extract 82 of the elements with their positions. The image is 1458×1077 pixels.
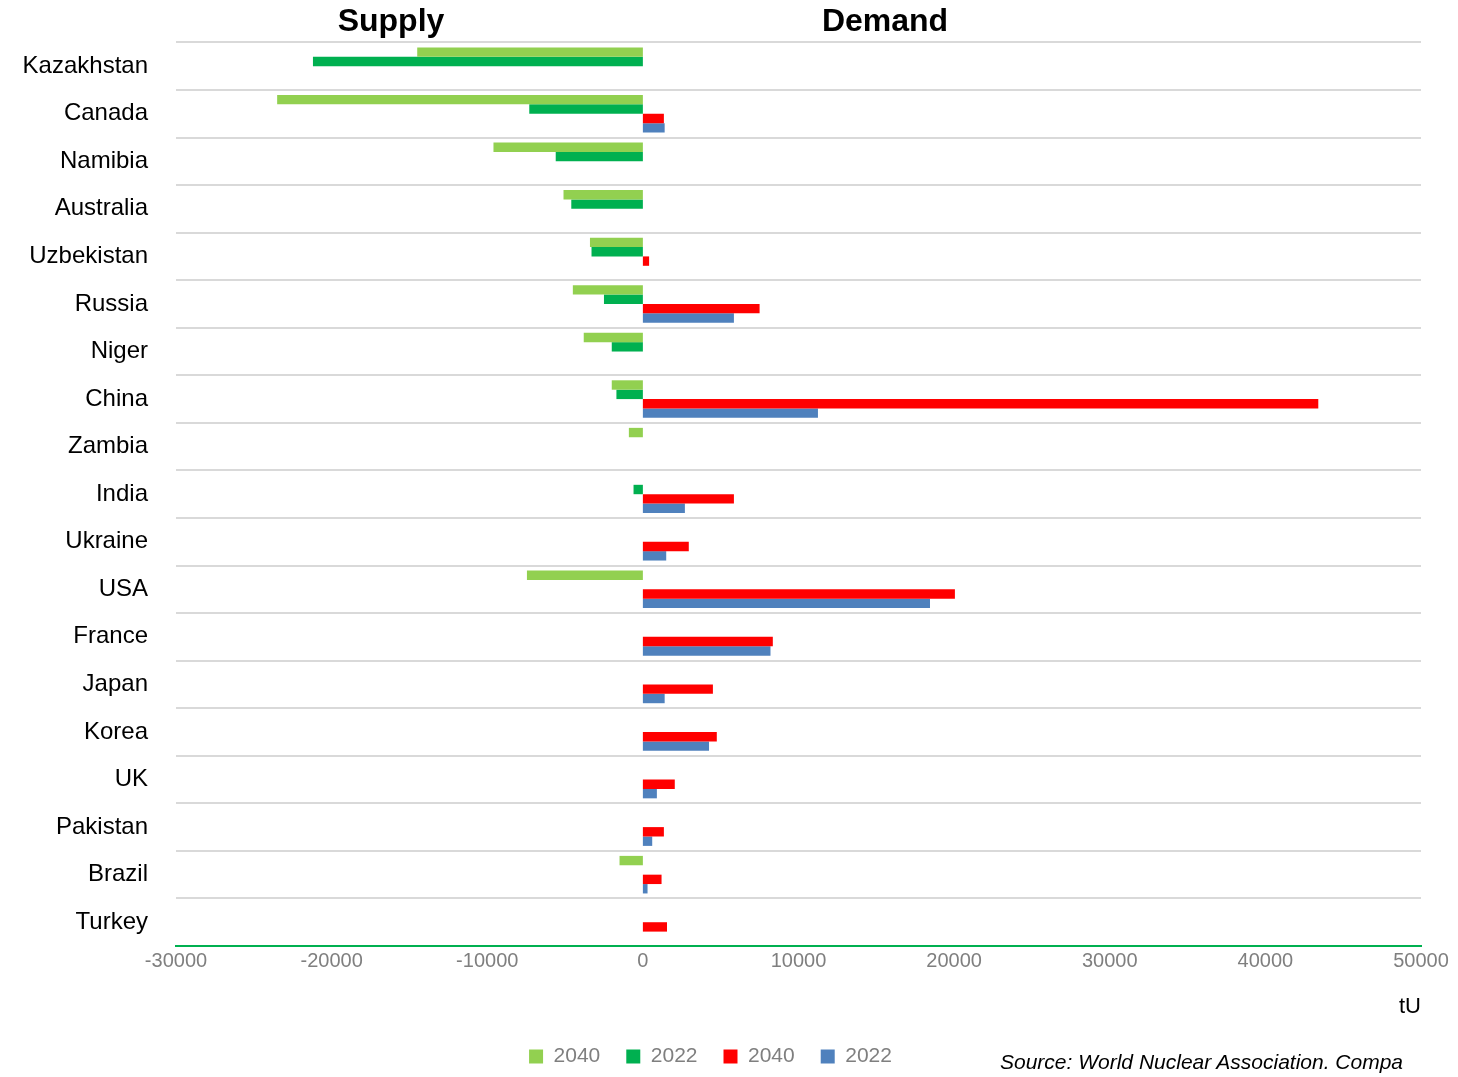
bar (642, 303, 760, 314)
bar (642, 731, 717, 742)
bar (529, 104, 643, 114)
bar (642, 922, 667, 932)
y-tick-label: Japan (82, 669, 148, 697)
y-tick-label: Ukraine (65, 526, 148, 554)
bar (642, 408, 818, 418)
bar (603, 294, 643, 304)
bar (642, 123, 665, 133)
bar (493, 142, 643, 152)
bar (642, 551, 667, 561)
bar (642, 503, 685, 513)
y-tick-label: Turkey (75, 906, 148, 934)
bar (642, 541, 689, 552)
x-tick-label: -10000 (456, 948, 519, 971)
x-tick-label: 10000 (770, 948, 827, 971)
source-note: Source: World Nuclear Association. Compa (1000, 1050, 1404, 1074)
y-tick-label: Zambia (67, 431, 149, 459)
bar (642, 598, 930, 609)
y-tick-label: China (85, 383, 149, 411)
x-tick-label: -20000 (300, 948, 363, 971)
y-tick-label: Kazakhstan (22, 50, 148, 78)
y-tick-label: Niger (90, 336, 148, 364)
x-tick-label: 20000 (926, 948, 982, 971)
bar (642, 741, 710, 751)
bar (642, 313, 734, 323)
y-tick-label: USA (98, 573, 148, 601)
bar (277, 94, 643, 105)
bar (642, 884, 648, 894)
y-tick-label: Pakistan (55, 811, 148, 839)
legend-label: 2022 (845, 1043, 892, 1067)
bar (591, 247, 643, 257)
y-tick-label: Namibia (59, 145, 149, 173)
y-tick-label: Korea (83, 716, 149, 744)
bar (642, 646, 771, 656)
bar (417, 47, 643, 57)
bar (571, 199, 643, 209)
bar (526, 570, 643, 580)
legend-label: 2040 (748, 1043, 795, 1067)
text: Demand (821, 2, 949, 39)
bar (642, 684, 713, 694)
bar (642, 256, 650, 266)
bar (642, 779, 675, 789)
bar (611, 380, 643, 390)
x-axis-title: tU (1399, 992, 1421, 1018)
x-tick-label: 30000 (1081, 948, 1138, 971)
bar (633, 484, 643, 495)
bar (616, 389, 643, 400)
legend-label: 2040 (553, 1043, 601, 1067)
bar (628, 427, 643, 438)
legend-label: 2022 (650, 1043, 698, 1067)
text: Supply (337, 2, 445, 39)
y-tick-label: UK (114, 764, 148, 792)
bar (642, 113, 664, 124)
x-tick-label: 50000 (1393, 948, 1449, 971)
bar (583, 332, 643, 343)
bar (563, 190, 643, 200)
bar (642, 693, 665, 704)
bar (642, 494, 734, 504)
y-tick-label: Canada (63, 98, 149, 126)
x-tick-label: 0 (637, 948, 649, 971)
y-tick-label: Uzbekistan (29, 241, 148, 269)
bar (312, 56, 643, 67)
bar (642, 788, 657, 799)
y-tick-label: Russia (74, 288, 149, 316)
bar (642, 874, 662, 885)
y-tick-label: France (73, 621, 148, 649)
bar (642, 399, 1319, 409)
bar (642, 827, 664, 837)
bar (642, 636, 773, 647)
bar (589, 237, 643, 248)
bar (619, 855, 643, 866)
bar (572, 285, 643, 295)
y-tick-label: Australia (54, 193, 149, 221)
x-tick-label: 40000 (1237, 948, 1294, 971)
bar (642, 836, 653, 846)
bar (555, 151, 643, 162)
x-tick-label: -30000 (144, 948, 208, 971)
bar (611, 342, 643, 352)
bar (642, 589, 955, 599)
y-tick-label: Brazil (87, 859, 148, 887)
y-tick-label: India (95, 478, 149, 506)
